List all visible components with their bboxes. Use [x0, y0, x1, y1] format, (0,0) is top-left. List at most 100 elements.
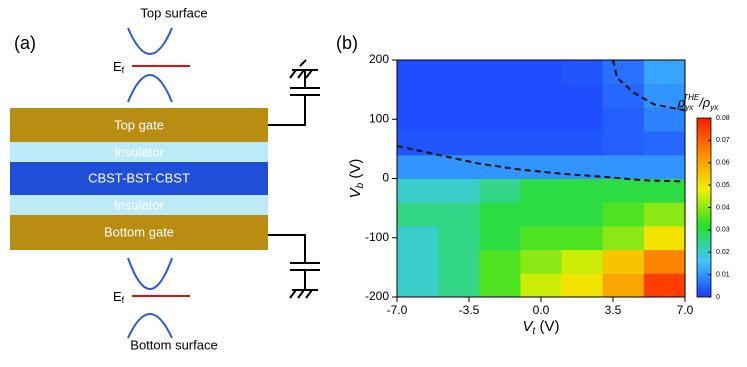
- fermi-label: Ef: [113, 59, 125, 75]
- colorbar-label-part: /ρ: [698, 95, 711, 110]
- cell: [602, 202, 645, 227]
- cell: [479, 249, 521, 274]
- cell: [479, 225, 521, 251]
- cell: [643, 273, 686, 298]
- y-axis-label-part: (V): [347, 159, 364, 183]
- y-axis-label-part: V: [347, 186, 364, 198]
- x-axis-label-part: V: [523, 318, 535, 335]
- fermi-label: Ef: [113, 289, 125, 305]
- colorbar-tick-label: 0.02: [716, 249, 730, 256]
- cell: [561, 249, 604, 274]
- cell: [397, 225, 439, 251]
- cell: [602, 154, 645, 179]
- cell: [479, 60, 521, 85]
- cell: [561, 107, 604, 132]
- layer: [10, 162, 268, 195]
- panel-label: (b): [336, 33, 358, 53]
- cell: [397, 154, 439, 179]
- bottom-label: Bottom surface: [130, 337, 217, 352]
- cell: [520, 249, 563, 274]
- colorbar-label-part: yx: [684, 103, 694, 112]
- colorbar-label-part: THE: [683, 93, 700, 102]
- colorbar-tick-label: 0.08: [716, 115, 730, 122]
- cell: [520, 225, 563, 251]
- cell: [520, 154, 563, 179]
- layer: [10, 142, 268, 162]
- cell: [438, 249, 480, 274]
- cell: [479, 83, 521, 108]
- cell: [643, 60, 686, 85]
- cell: [643, 202, 686, 227]
- cell: [561, 60, 604, 85]
- cell: [479, 131, 521, 156]
- band: [127, 74, 173, 103]
- cell: [397, 178, 439, 203]
- cell: [602, 178, 645, 203]
- cell: [643, 178, 686, 203]
- contour: [396, 144, 686, 183]
- layer-label: Top gate: [114, 117, 164, 132]
- panel-label: (a): [14, 33, 36, 53]
- cell: [438, 225, 480, 251]
- cell: [438, 178, 480, 203]
- cell: [397, 83, 439, 108]
- cell: [520, 273, 563, 298]
- y-tick-label: 0: [382, 171, 389, 185]
- x-tick-label: -7.0: [387, 303, 408, 317]
- y-axis-label: Vb (V): [347, 159, 366, 199]
- top-label: Top surface: [140, 5, 207, 20]
- cell: [479, 178, 521, 203]
- cell: [438, 202, 480, 227]
- cell: [561, 83, 604, 108]
- cell: [561, 273, 604, 298]
- cell: [479, 202, 521, 227]
- layer: [10, 215, 268, 250]
- cell: [397, 202, 439, 227]
- cell: [561, 178, 604, 203]
- y-tick-label: -200: [365, 289, 389, 303]
- cell: [397, 107, 439, 132]
- contour: [612, 59, 686, 112]
- circuit: [268, 59, 320, 299]
- cell: [602, 60, 645, 85]
- cell: [643, 83, 686, 108]
- cell: [479, 273, 521, 298]
- colorbar-tick-label: 0.04: [716, 204, 730, 211]
- cell: [602, 273, 645, 298]
- y-tick-label: 200: [369, 52, 389, 66]
- colorbar-label-part: yx: [709, 103, 719, 112]
- colorbar-tick-label: 0.06: [716, 160, 730, 167]
- x-axis-label-part: (V): [535, 318, 559, 335]
- cell: [602, 249, 645, 274]
- x-axis-label: Vt (V): [523, 318, 560, 337]
- layer-label: Insulator: [114, 197, 165, 212]
- colorbar-tick-label: 0.01: [716, 271, 730, 278]
- cell: [602, 131, 645, 156]
- colorbar-label: ρyxTHE/ρyx: [677, 93, 720, 112]
- colorbar-tick-label: 0.03: [716, 227, 730, 234]
- cell: [438, 107, 480, 132]
- cell: [602, 107, 645, 132]
- cell: [438, 131, 480, 156]
- cell: [643, 131, 686, 156]
- y-tick-label: 100: [369, 111, 389, 125]
- colorbar-label-part: ρ: [677, 95, 686, 110]
- cell: [643, 225, 686, 251]
- cell: [397, 131, 439, 156]
- colorbar-tick-label: 0: [716, 294, 720, 301]
- layer: [10, 195, 268, 215]
- cell: [397, 60, 439, 85]
- band: [127, 27, 173, 55]
- cell: [397, 273, 439, 298]
- layer-label: Bottom gate: [104, 224, 174, 239]
- x-axis-label-part: t: [533, 326, 537, 337]
- cell: [520, 107, 563, 132]
- layer-label: Insulator: [114, 144, 165, 159]
- cell: [520, 178, 563, 203]
- cell: [643, 154, 686, 179]
- cell: [520, 60, 563, 85]
- layer: [10, 108, 268, 142]
- cell: [520, 83, 563, 108]
- cell: [438, 60, 480, 85]
